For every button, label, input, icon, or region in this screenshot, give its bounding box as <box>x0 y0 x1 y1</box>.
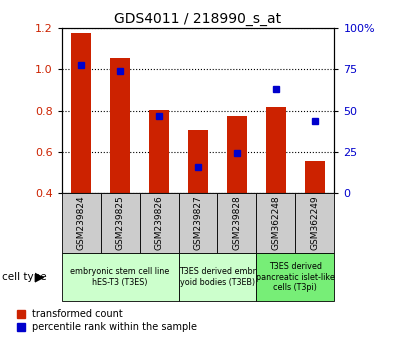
Text: embryonic stem cell line
hES-T3 (T3ES): embryonic stem cell line hES-T3 (T3ES) <box>70 267 170 287</box>
Text: cell type: cell type <box>2 272 47 282</box>
Bar <box>256 253 334 301</box>
Legend: transformed count, percentile rank within the sample: transformed count, percentile rank withi… <box>17 309 197 332</box>
Bar <box>62 253 179 301</box>
Bar <box>227 116 247 193</box>
Text: GSM362249: GSM362249 <box>310 196 319 250</box>
Text: GSM362248: GSM362248 <box>271 196 281 250</box>
Bar <box>140 193 179 253</box>
Bar <box>295 193 334 253</box>
Bar <box>305 161 325 193</box>
Bar <box>71 34 91 193</box>
Title: GDS4011 / 218990_s_at: GDS4011 / 218990_s_at <box>115 12 281 26</box>
Text: T3ES derived
pancreatic islet-like
cells (T3pi): T3ES derived pancreatic islet-like cells… <box>256 262 335 292</box>
Bar <box>217 193 256 253</box>
Text: GSM239826: GSM239826 <box>154 196 164 250</box>
Bar <box>179 193 217 253</box>
Bar <box>101 193 140 253</box>
Text: T3ES derived embr
yoid bodies (T3EB): T3ES derived embr yoid bodies (T3EB) <box>179 267 256 287</box>
Bar <box>62 193 101 253</box>
Text: GSM239828: GSM239828 <box>232 196 242 250</box>
Bar <box>110 58 130 193</box>
Bar <box>179 253 256 301</box>
Bar <box>149 110 169 193</box>
Text: GSM239827: GSM239827 <box>193 196 203 250</box>
Text: ▶: ▶ <box>35 270 45 284</box>
Bar <box>188 130 208 193</box>
Bar <box>256 193 295 253</box>
Text: GSM239825: GSM239825 <box>115 196 125 250</box>
Bar <box>266 107 286 193</box>
Text: GSM239824: GSM239824 <box>77 196 86 250</box>
